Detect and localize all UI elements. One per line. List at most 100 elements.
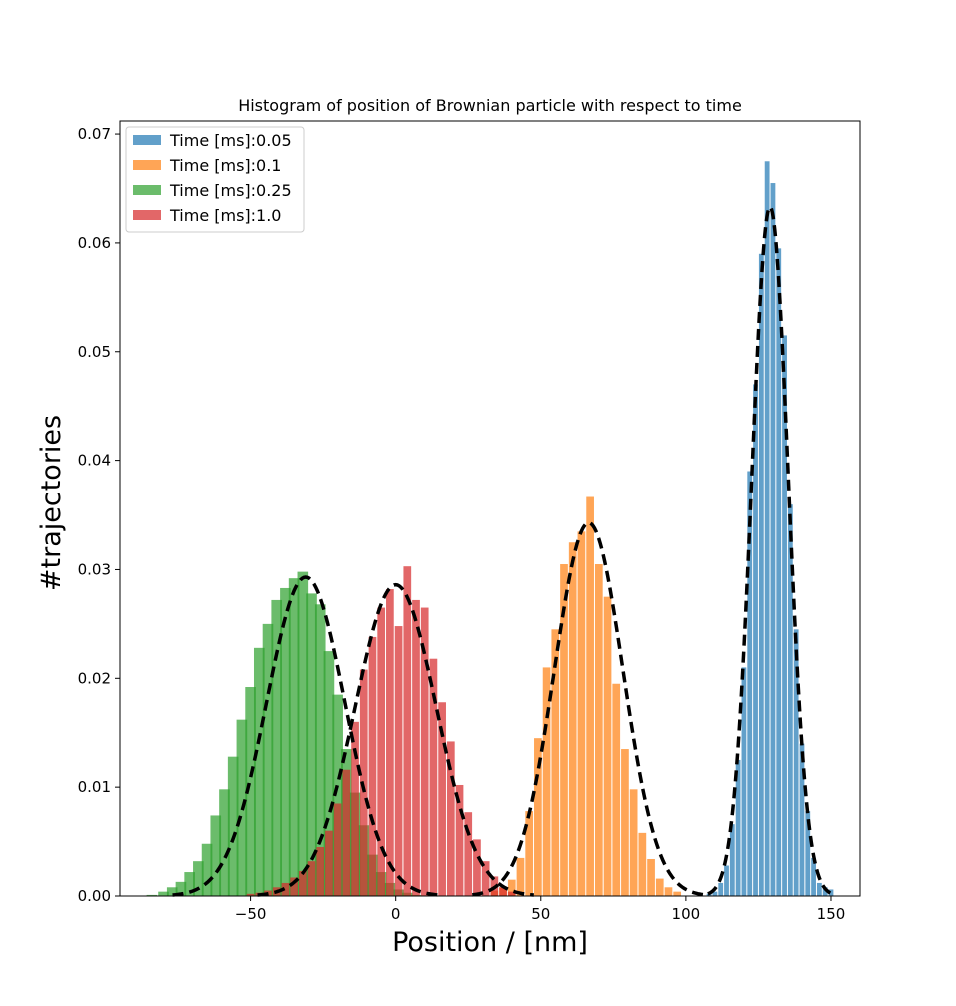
histogram-bar [158,891,169,896]
legend-frame [125,126,305,233]
histogram-bar [473,839,481,896]
x-axis-label: Position / [nm] [392,927,588,958]
histogram-bar [464,812,473,896]
histogram-bar [507,891,516,896]
histogram-bar [638,832,647,896]
x-tick-label: −50 [235,905,267,923]
y-tick-label: 0.05 [78,343,111,361]
histogram-bar [386,589,394,896]
legend-label: Time [ms]:0.05 [169,131,292,150]
histogram-bar [586,496,594,896]
histogram-bar [271,599,283,896]
y-tick-label: 0.07 [78,125,111,143]
chart-title: Histogram of position of Brownian partic… [238,96,742,115]
histogram-bar [629,789,638,896]
legend: Time [ms]:0.05 Time [ms]:0.1 Time [ms]:0.2… [125,126,305,233]
histogram-bar [351,721,359,896]
histogram-bar [227,756,239,896]
histogram-bar [805,811,811,896]
x-tick-label: 0 [391,905,401,923]
legend-label: Time [ms]:1.0 [169,206,281,225]
fit-curves-layer [172,204,833,897]
histogram-bar [246,893,255,896]
histogram-bar [307,861,316,896]
x-tick-label: 100 [672,905,701,923]
histogram-bar [712,891,718,896]
histogram-bar [166,887,178,896]
histogram-bar [245,687,256,896]
histogram-bar [219,789,230,896]
histogram-bar [764,161,770,897]
x-tick-label: 50 [531,905,550,923]
histogram-bar [325,830,333,896]
histogram-bar [655,878,664,896]
histogram-bar [542,667,551,896]
gaussian-fit-curve [172,575,440,897]
histogram-bar [673,891,682,896]
histogram-bar [811,857,816,896]
histogram-bar [342,769,351,896]
histogram-bar [377,607,386,896]
y-tick-label: 0.02 [78,669,111,687]
histogram-bar [787,504,793,896]
y-tick-label: 0.04 [78,452,111,470]
histogram-bar [724,865,729,896]
histogram-bar [534,738,542,896]
histogram-bar [210,815,222,896]
histogram-bar [316,847,325,896]
y-tick-label: 0.06 [78,234,111,252]
histogram-bar [290,877,298,896]
histogram-bar [741,667,747,896]
histogram-bar [729,824,735,896]
histogram-bar [146,894,158,896]
legend-swatch [133,135,161,145]
y-axis-label: #trajectories [36,415,67,591]
histogram-bar [314,604,326,896]
legend-label: Time [ms]:0.25 [169,181,292,200]
histogram-bar [332,694,343,896]
histogram-bar [446,741,455,896]
gaussian-fit-curve [257,582,534,897]
histogram-bar [499,887,507,896]
histogram-bar [333,803,342,896]
histogram-bar [735,759,741,896]
histogram-bar [323,651,335,896]
histogram-bar [175,881,187,896]
histogram-bar [603,596,612,896]
histogram-bar [594,564,603,896]
histogram-bar [647,858,655,896]
histogram-bar [298,870,307,896]
histogram-bar [782,335,787,897]
histogram-bar [429,658,438,896]
histogram-bar [481,861,490,896]
histogram-bar [368,636,377,896]
histogram-bar [577,531,586,896]
histogram-bar [412,599,420,896]
histogram-bar [816,882,822,896]
histogram-bar [560,564,568,896]
histogram-bar [438,702,446,896]
histogram-bar [747,471,753,896]
bars-layer [146,161,834,897]
histogram-bar [306,593,317,896]
histogram-bar [551,629,560,896]
histogram-bar [280,587,291,896]
histogram-bar [793,629,799,896]
histogram-bar [776,248,782,896]
histogram-bar [612,683,621,896]
histogram-bar [516,857,525,896]
histogram-bar [822,887,828,896]
histogram-bar [568,542,577,896]
histogram-bar [184,872,195,896]
histogram-bar [799,743,805,896]
histogram-bar [262,623,274,896]
histogram-bar [394,626,403,896]
histogram-bar [758,253,764,897]
histogram-bar [253,647,265,896]
histogram-bar [193,861,204,896]
legend-swatch [133,160,161,170]
legend-swatch [133,185,161,195]
legend-swatch [133,210,161,220]
histogram-bar [403,566,412,896]
